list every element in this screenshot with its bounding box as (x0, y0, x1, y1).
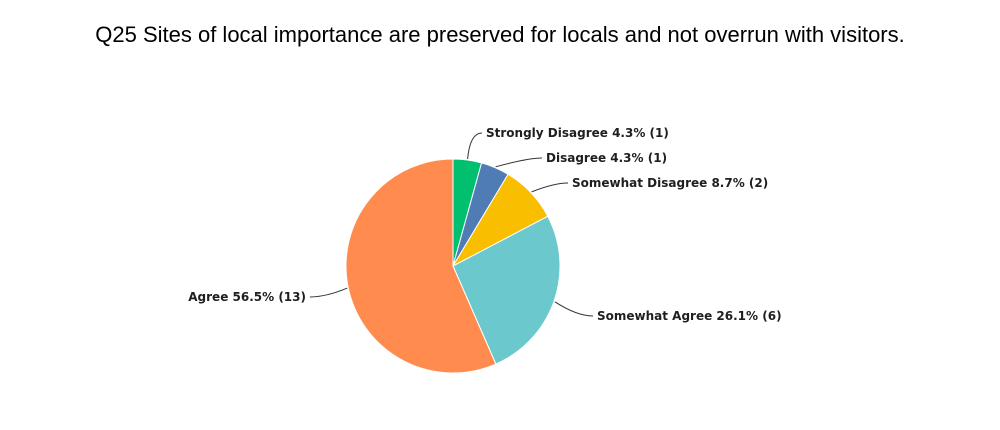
slice-label-somewhat-agree: Somewhat Agree 26.1% (6) (597, 309, 782, 323)
slice-label-disagree: Disagree 4.3% (1) (546, 151, 667, 165)
slice-label-strongly-disagree: Strongly Disagree 4.3% (1) (486, 126, 669, 140)
leader-line-strongly-disagree (467, 132, 483, 160)
chart-title: Q25 Sites of local importance are preser… (95, 22, 905, 47)
leader-line-somewhat-agree (554, 301, 594, 317)
leader-line-disagree (495, 157, 543, 168)
leader-line-somewhat-disagree (531, 182, 569, 193)
slice-label-agree: Agree 56.5% (13) (188, 290, 306, 304)
pie-slice-agree (345, 158, 497, 374)
leader-line-agree (309, 287, 348, 298)
slice-label-somewhat-disagree: Somewhat Disagree 8.7% (2) (572, 176, 768, 190)
